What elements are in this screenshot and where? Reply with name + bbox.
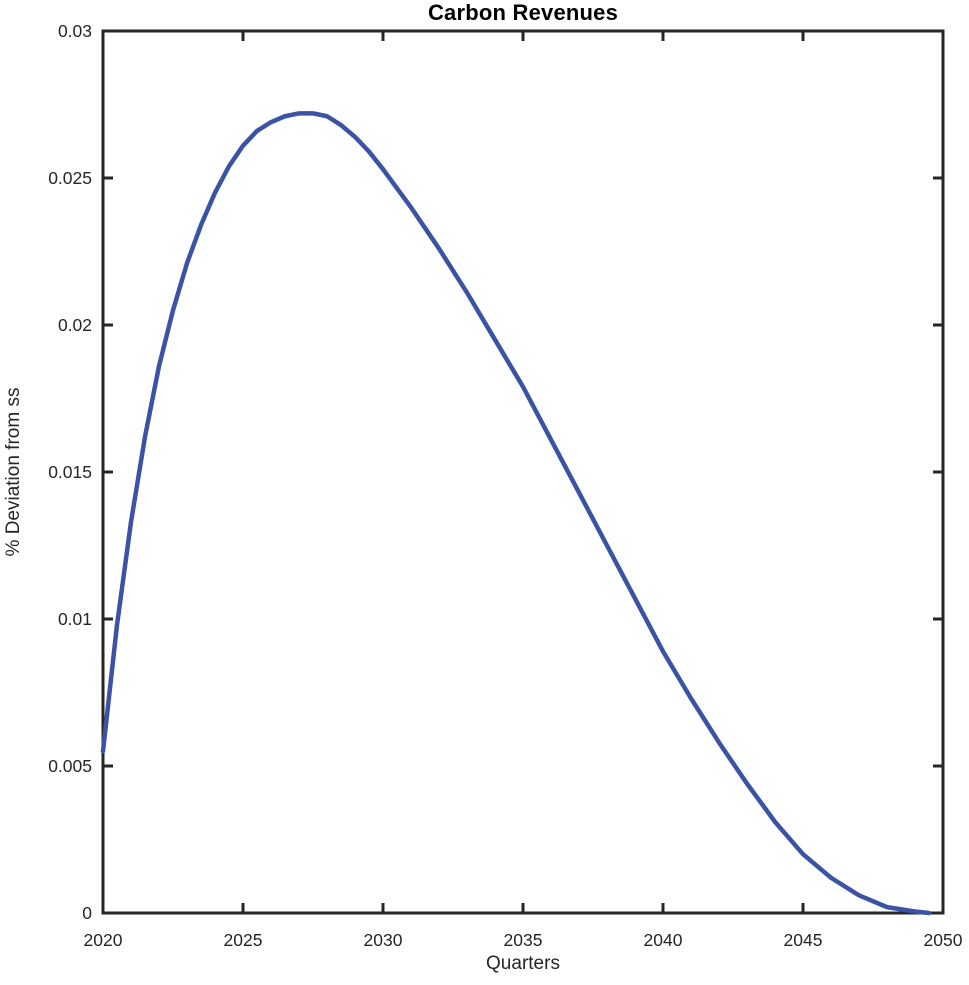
y-tick-label: 0.02 [58, 315, 92, 335]
y-tick-label: 0.015 [48, 462, 92, 482]
x-tick-label: 2040 [644, 930, 683, 950]
x-tick-label: 2020 [84, 930, 123, 950]
x-tick-label: 2045 [784, 930, 823, 950]
x-tick-label: 2030 [364, 930, 403, 950]
x-tick-label: 2050 [924, 930, 963, 950]
chart-title: Carbon Revenues [427, 0, 619, 25]
y-tick-label: 0.005 [48, 756, 92, 776]
x-tick-label: 2035 [504, 930, 543, 950]
y-tick-label: 0 [82, 903, 92, 923]
x-tick-label: 2025 [224, 930, 263, 950]
y-tick-label: 0.025 [48, 168, 92, 188]
series-line-carbon-revenues [100, 111, 932, 916]
x-axis-label: Quarters [486, 953, 560, 974]
y-tick-label: 0.03 [58, 21, 92, 41]
y-tick-label: 0.01 [58, 609, 92, 629]
